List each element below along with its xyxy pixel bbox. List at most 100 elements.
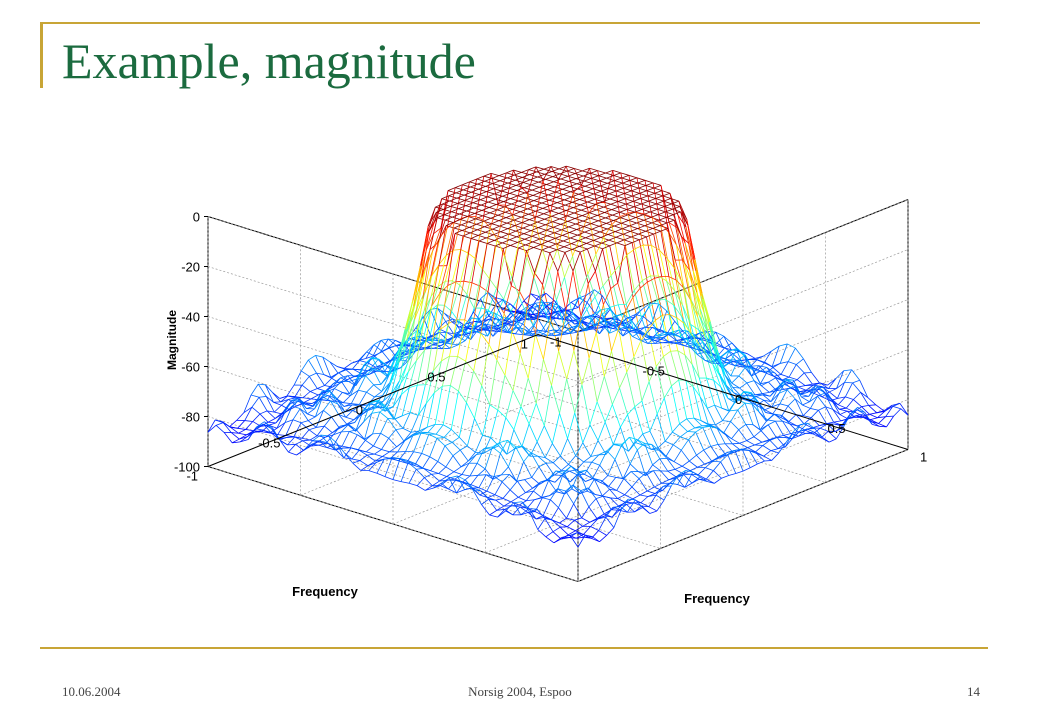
surface-mesh-segment (519, 206, 528, 210)
surface-mesh-segment (785, 431, 794, 443)
surface-mesh-segment (500, 440, 508, 454)
surface-mesh-segment (583, 180, 593, 184)
surface-mesh-segment (503, 501, 512, 507)
surface-mesh-segment (581, 517, 590, 523)
surface-mesh-segment (800, 422, 808, 425)
surface-mesh-segment (522, 177, 531, 181)
surface-mesh-segment (631, 190, 640, 194)
surface-mesh-segment (616, 313, 624, 317)
surface-mesh-segment (419, 426, 428, 433)
surface-mesh-segment (640, 338, 649, 341)
surface-mesh-segment (642, 211, 651, 216)
surface-mesh-segment (518, 200, 527, 204)
surface-mesh-segment (811, 372, 820, 384)
surface-mesh-segment (885, 406, 894, 417)
surface-mesh-segment (795, 364, 805, 374)
surface-mesh-segment (798, 389, 807, 393)
surface-mesh-segment (579, 245, 588, 250)
surface-mesh-segment (566, 378, 576, 413)
surface-mesh-segment (439, 227, 448, 238)
surface-mesh-segment (749, 450, 757, 454)
surface-mesh-segment (818, 410, 827, 424)
surface-mesh-segment (522, 227, 532, 232)
surface-mesh-segment (504, 203, 512, 208)
surface-mesh-segment (587, 270, 596, 284)
surface-mesh-segment (552, 173, 561, 177)
surface-mesh-segment (512, 506, 521, 516)
surface-mesh-segment (515, 177, 523, 181)
surface-mesh-segment (310, 388, 318, 392)
surface-mesh-segment (613, 175, 622, 179)
surface-mesh-segment (456, 197, 466, 201)
surface-mesh-segment (658, 249, 667, 281)
surface-mesh-segment (504, 256, 513, 277)
surface-mesh-segment (655, 494, 665, 501)
surface-mesh-segment (721, 350, 730, 369)
surface-mesh-segment (662, 337, 671, 344)
surface-mesh-segment (606, 175, 614, 179)
surface-mesh-segment (611, 224, 620, 266)
surface-mesh-segment (342, 395, 351, 403)
surface-mesh-segment (788, 414, 797, 422)
surface-mesh-segment (707, 404, 715, 409)
surface-mesh-segment (477, 180, 485, 185)
surface-mesh-segment (567, 312, 575, 325)
surface-mesh-segment (267, 418, 276, 423)
surface-mesh-segment (537, 218, 545, 223)
surface-mesh-segment (488, 198, 496, 203)
surface-mesh-segment (666, 458, 676, 470)
surface-mesh-segment (689, 332, 698, 355)
surface-mesh-segment (359, 351, 368, 361)
surface-mesh-segment (495, 245, 504, 249)
surface-mesh-segment (605, 507, 614, 518)
surface-mesh-segment (617, 498, 626, 503)
surface-mesh-segment (485, 474, 494, 480)
surface-mesh-segment (229, 420, 237, 427)
surface-mesh-segment (603, 203, 611, 208)
surface-mesh-segment (647, 192, 655, 197)
surface-mesh-segment (666, 214, 674, 218)
surface-mesh-segment (642, 244, 651, 276)
surface-mesh-segment (614, 444, 623, 460)
surface-mesh-segment (673, 449, 682, 462)
surface-mesh-segment (772, 367, 782, 375)
surface-mesh-segment (885, 415, 894, 418)
surface-mesh-segment (563, 194, 572, 198)
surface-mesh-segment (380, 432, 389, 439)
surface-mesh-segment (733, 392, 741, 396)
surface-mesh-segment (427, 206, 436, 227)
surface-mesh-segment (304, 443, 312, 450)
surface-mesh-segment (388, 356, 397, 376)
surface-mesh-segment (586, 240, 594, 244)
surface-mesh-segment (533, 247, 542, 251)
surface-mesh-segment (538, 466, 548, 480)
surface-mesh-segment (569, 474, 578, 483)
y-tick-label: 0.5 (828, 421, 846, 436)
surface-mesh-segment (681, 460, 690, 467)
surface-mesh-segment (508, 187, 518, 191)
surface-mesh-segment (362, 368, 371, 376)
surface-mesh-segment (315, 396, 323, 417)
surface-mesh-segment (598, 223, 607, 227)
surface-mesh-segment (476, 448, 485, 455)
surface-mesh-segment (559, 378, 568, 414)
surface-mesh-segment (491, 220, 500, 225)
surface-mesh-segment (474, 219, 484, 259)
surface-mesh-segment (607, 459, 616, 476)
surface-mesh-segment (634, 208, 643, 213)
surface-mesh-segment (624, 193, 633, 197)
surface-mesh-segment (294, 384, 303, 397)
surface-mesh-segment (465, 202, 474, 207)
surface-mesh-segment (296, 402, 305, 407)
surface-mesh-segment (646, 470, 654, 474)
surface-mesh-segment (423, 467, 432, 475)
surface-mesh-segment (575, 319, 583, 324)
surface-mesh-segment (370, 400, 379, 403)
surface-mesh-segment (726, 450, 735, 454)
surface-mesh-segment (589, 212, 598, 216)
surface-mesh-segment (671, 385, 680, 424)
surface-mesh-segment (736, 391, 745, 400)
surface-mesh-segment (244, 420, 253, 422)
surface-mesh-segment (623, 187, 632, 192)
surface-mesh-segment (475, 176, 485, 217)
